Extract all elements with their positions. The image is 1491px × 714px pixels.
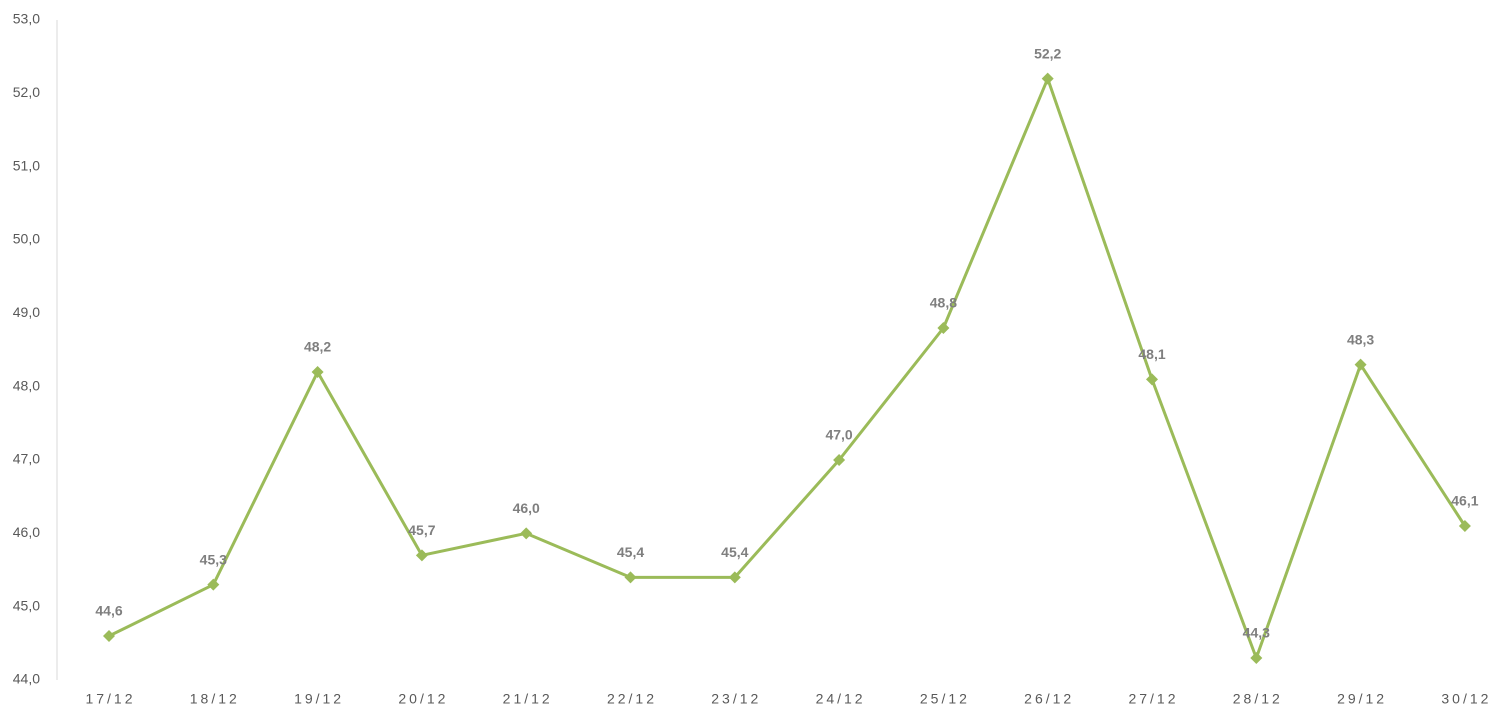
data-point <box>728 571 741 584</box>
y-tick-label: 48,0 <box>13 377 40 393</box>
data-point <box>1354 358 1367 371</box>
x-tick-label: 20/12 <box>398 691 448 707</box>
y-tick-label: 53,0 <box>13 11 40 27</box>
data-point <box>311 366 324 378</box>
x-tick-label: 27/12 <box>1128 691 1178 707</box>
x-tick-label: 26/12 <box>1024 691 1074 707</box>
data-point <box>207 578 220 591</box>
data-point <box>415 549 428 562</box>
data-label: 46,1 <box>1451 493 1478 509</box>
data-point <box>937 322 950 334</box>
data-label: 44,6 <box>95 603 122 619</box>
x-tick-label: 25/12 <box>920 691 970 707</box>
y-tick-label: 46,0 <box>13 524 40 540</box>
data-label: 48,8 <box>930 295 957 311</box>
data-label: 47,0 <box>825 427 852 443</box>
y-tick-label: 47,0 <box>13 451 40 467</box>
x-tick-label: 18/12 <box>190 691 240 707</box>
data-label: 46,0 <box>513 500 540 516</box>
data-point <box>520 527 533 540</box>
data-point <box>1146 373 1158 386</box>
y-tick-label: 49,0 <box>13 304 40 320</box>
x-tick-label: 17/12 <box>85 691 135 707</box>
data-label: 45,4 <box>721 544 748 560</box>
x-tick-label: 23/12 <box>711 691 761 707</box>
data-point <box>833 454 846 466</box>
data-label: 48,2 <box>304 339 331 355</box>
data-label: 45,7 <box>408 522 435 538</box>
x-tick-label: 28/12 <box>1233 691 1283 707</box>
data-point <box>103 630 115 642</box>
data-label: 48,3 <box>1347 331 1374 347</box>
data-label: 44,3 <box>1243 625 1270 641</box>
data-point <box>1250 652 1263 664</box>
data-point <box>624 571 637 584</box>
y-tick-label: 45,0 <box>13 597 40 613</box>
data-label: 45,4 <box>617 544 644 560</box>
data-line <box>108 77 1467 660</box>
x-tick-label: 22/12 <box>607 691 657 707</box>
x-tick-label: 29/12 <box>1337 691 1387 707</box>
x-tick-label: 21/12 <box>503 691 553 707</box>
x-tick-label: 19/12 <box>294 691 344 707</box>
data-label: 48,1 <box>1138 346 1165 362</box>
data-point <box>1458 520 1471 532</box>
x-tick-label: 30/12 <box>1441 691 1491 707</box>
data-point <box>1041 72 1054 85</box>
y-tick-label: 52,0 <box>13 84 40 100</box>
data-label: 52,2 <box>1034 45 1061 61</box>
x-tick-label: 24/12 <box>816 691 866 707</box>
data-label: 45,3 <box>200 551 227 567</box>
y-tick-label: 44,0 <box>13 671 40 687</box>
y-tick-label: 50,0 <box>13 231 40 247</box>
y-tick-label: 51,0 <box>13 157 40 173</box>
